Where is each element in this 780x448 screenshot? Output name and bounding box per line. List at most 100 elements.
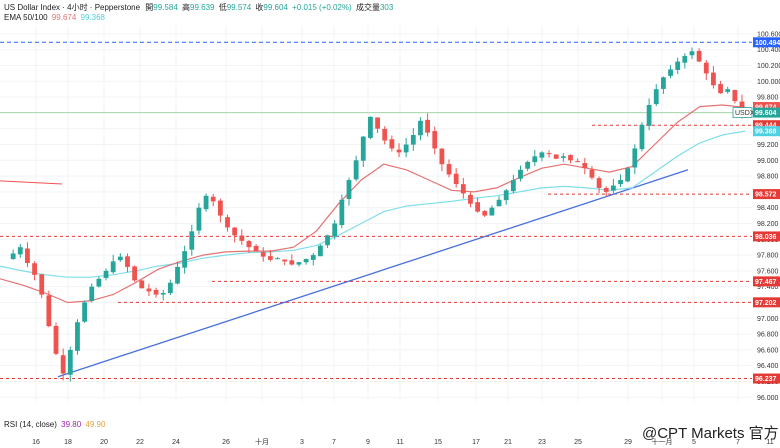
candle-up[interactable] [296,262,302,265]
candle-up[interactable] [117,256,123,261]
candle-up[interactable] [503,190,509,201]
candle-down[interactable] [718,84,723,94]
candle-up[interactable] [89,286,95,301]
candle-up[interactable] [175,266,180,284]
candle-up[interactable] [318,245,323,257]
candle-down[interactable] [582,163,588,169]
candle-down[interactable] [482,211,488,216]
candle-up[interactable] [10,253,16,260]
candle-up[interactable] [368,116,373,138]
candle-down[interactable] [589,169,595,178]
candle-down[interactable] [289,260,295,265]
candle-down[interactable] [732,90,738,102]
candle-down[interactable] [267,256,273,260]
candle-up[interactable] [96,278,102,287]
candle-up[interactable] [610,185,616,191]
candle-down[interactable] [210,196,216,202]
candle-up[interactable] [189,231,195,250]
candle-up[interactable] [639,124,645,150]
candle-down[interactable] [39,274,45,295]
candle-down[interactable] [32,263,37,275]
candle-up[interactable] [325,235,330,246]
candle-up[interactable] [196,207,202,231]
candle-up[interactable] [518,169,523,179]
candle-down[interactable] [453,173,459,184]
candle-up[interactable] [275,258,280,260]
candle-down[interactable] [553,154,559,159]
candle-down[interactable] [282,259,288,262]
candle-down[interactable] [125,256,130,267]
candle-up[interactable] [525,161,531,169]
candle-down[interactable] [246,240,252,248]
candle-down[interactable] [468,194,473,204]
candle-up[interactable] [560,156,566,158]
candle-down[interactable] [239,235,245,241]
candle-down[interactable] [232,227,238,236]
candle-up[interactable] [410,135,416,145]
candle-down[interactable] [475,202,481,212]
candle-down[interactable] [375,117,380,129]
candle-down[interactable] [425,119,430,133]
candle-up[interactable] [653,89,659,105]
candle-down[interactable] [382,128,388,141]
candle-up[interactable] [167,282,173,294]
candle-down[interactable] [603,187,609,192]
candle-up[interactable] [346,180,352,200]
candle-down[interactable] [432,131,438,149]
candle-down[interactable] [46,295,52,327]
candle-down[interactable] [460,184,466,194]
candle-down[interactable] [225,217,230,228]
candle-up[interactable] [75,322,80,351]
candle-up[interactable] [110,261,116,273]
candle-up[interactable] [303,259,309,263]
candle-up[interactable] [668,69,673,76]
candle-up[interactable] [496,199,502,207]
candle-down[interactable] [546,153,552,155]
candle-up[interactable] [510,180,516,192]
candle-down[interactable] [396,149,402,153]
candle-down[interactable] [217,200,223,216]
candle-down[interactable] [568,155,573,161]
candle-up[interactable] [339,199,345,226]
candle-up[interactable] [632,148,638,168]
candle-down[interactable] [53,325,59,354]
candle-up[interactable] [625,168,631,182]
candle-up[interactable] [310,255,316,260]
candle-up[interactable] [646,104,652,126]
candle-down[interactable] [253,245,259,252]
candle-up[interactable] [660,77,666,89]
candle-up[interactable] [618,180,623,185]
candle-down[interactable] [711,72,716,86]
candle-up[interactable] [532,156,538,163]
candle-down[interactable] [139,280,145,289]
candle-down[interactable] [703,62,709,74]
candle-up[interactable] [353,160,359,180]
candle-up[interactable] [489,207,495,216]
candle-up[interactable] [82,302,88,322]
x-axis[interactable]: 16 18 20 22 24 26 十月 3 7 9 11 15 17 21 23 25 29 十一月 5 7 11 [32,437,774,446]
candle-up[interactable] [418,120,423,136]
candle-up[interactable] [160,292,166,295]
candle-down[interactable] [132,266,138,281]
trendline[interactable] [57,169,689,378]
candle-down[interactable] [25,248,30,263]
candle-down[interactable] [389,139,395,149]
candle-up[interactable] [403,144,409,153]
candle-up[interactable] [67,349,73,375]
candle-up[interactable] [689,51,695,56]
candle-up[interactable] [675,61,681,70]
candle-down[interactable] [446,164,452,175]
candle-down[interactable] [596,178,602,188]
candle-down[interactable] [60,355,66,374]
candle-up[interactable] [332,223,338,237]
candle-up[interactable] [539,152,545,158]
candle-up[interactable] [682,56,688,63]
candle-down[interactable] [575,161,581,163]
candle-up[interactable] [360,136,366,161]
candle-down[interactable] [153,289,159,295]
candle-down[interactable] [260,252,266,257]
candle-down[interactable] [146,288,152,292]
candle-down[interactable] [696,50,702,62]
candle-up[interactable] [725,89,731,92]
